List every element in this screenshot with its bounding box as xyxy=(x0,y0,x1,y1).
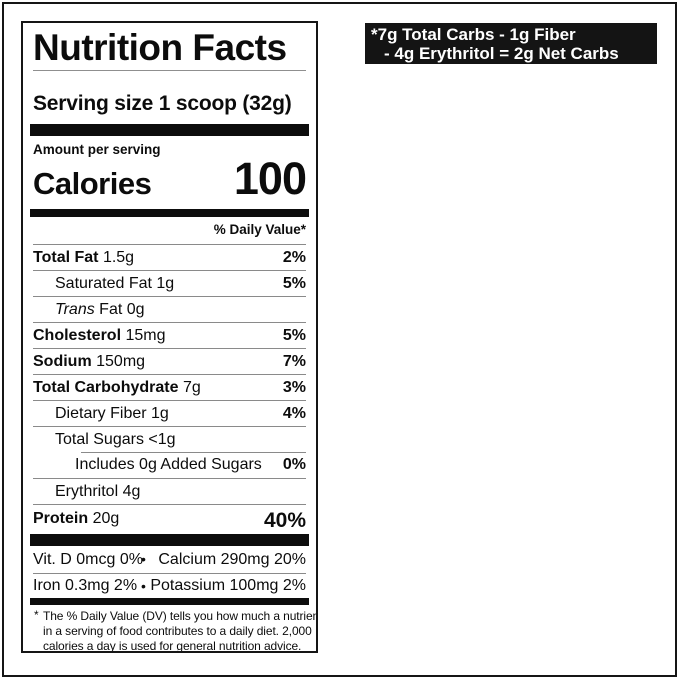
daily-value: 2% xyxy=(282,249,306,266)
thick-divider-bar xyxy=(30,598,309,605)
nutrient-amount: 1g xyxy=(151,405,169,422)
title-divider xyxy=(33,70,306,71)
calories-value: 100 xyxy=(233,153,307,204)
daily-value: 7% xyxy=(282,353,306,370)
row-total-fat: Total Fat 1.5g 2% xyxy=(33,244,306,270)
net-carbs-line-2: - 4g Erythritol = 2g Net Carbs xyxy=(384,44,619,63)
nutrient-amount: <1g xyxy=(148,431,176,448)
row-added-sugars: Includes 0g Added Sugars 0% xyxy=(33,452,306,478)
amount-per-serving-label: Amount per serving xyxy=(33,142,161,157)
nutrient: Sodium 150mg xyxy=(33,349,145,374)
row-protein: Protein 20g 40% xyxy=(33,504,306,534)
row-total-carbohydrate: Total Carbohydrate 7g 3% xyxy=(33,374,306,400)
nutrient: Total Sugars <1g xyxy=(33,427,176,452)
daily-value: 0% xyxy=(282,456,306,473)
daily-value: 5% xyxy=(282,275,306,292)
net-carbs-line-1: *7g Total Carbs - 1g Fiber xyxy=(371,25,576,44)
row-saturated-fat: Saturated Fat 1g 5% xyxy=(33,270,306,296)
thick-divider-bar xyxy=(30,534,309,546)
nutrient: Total Carbohydrate 7g xyxy=(33,375,201,400)
nutrient-name: Fat xyxy=(99,301,123,318)
nutrient-name: Sodium xyxy=(33,353,92,370)
row-sodium: Sodium 150mg 7% xyxy=(33,348,306,374)
nutrient: Dietary Fiber 1g xyxy=(33,401,169,426)
nutrient-name: Protein xyxy=(33,510,89,527)
thick-divider-bar xyxy=(30,124,309,136)
nutrient: Saturated Fat 1g xyxy=(33,271,174,296)
micro-left: Iron 0.3mg 2% xyxy=(33,577,138,594)
micronutrient-row-1: Vit. D 0mcg 0% • Calcium 290mg 20% xyxy=(33,546,306,573)
nutrient-amount: 1g xyxy=(156,275,175,292)
row-erythritol: Erythritol 4g xyxy=(33,478,306,504)
serving-size: Serving size 1 scoop (32g) xyxy=(33,92,292,115)
nutrient-amount: 20g xyxy=(92,510,120,527)
bullet-separator: • xyxy=(141,578,146,594)
footnote-line: calories a day is used for general nutri… xyxy=(43,639,302,653)
label-title: Nutrition Facts xyxy=(33,27,287,68)
row-dietary-fiber: Dietary Fiber 1g 4% xyxy=(33,400,306,426)
daily-value-footnote: * The % Daily Value (DV) tells you how m… xyxy=(33,608,318,653)
nutrient-amount: 150mg xyxy=(96,353,146,370)
micro-right: Potassium 100mg 2% xyxy=(150,577,306,594)
daily-value: 4% xyxy=(282,405,306,422)
nutrient: Trans Fat 0g xyxy=(33,297,145,322)
nutrient-name: Erythritol xyxy=(55,483,119,500)
nutrient: Cholesterol 15mg xyxy=(33,323,166,348)
nutrient-name: Cholesterol xyxy=(33,327,122,344)
calories-row: Calories 100 xyxy=(33,153,307,204)
nutrient-amount: 7g xyxy=(182,379,201,396)
row-total-sugars: Total Sugars <1g xyxy=(33,426,306,452)
nutrient-name: Dietary Fiber xyxy=(55,405,147,422)
nutrition-facts-panel: Nutrition Facts Serving size 1 scoop (32… xyxy=(21,21,318,653)
footnote-line: The % Daily Value (DV) tells you how muc… xyxy=(43,609,318,623)
nutrient: Includes 0g Added Sugars xyxy=(33,452,262,478)
nutrient: Protein 20g xyxy=(33,505,119,534)
nutrient-name-italic: Trans xyxy=(55,301,95,318)
footnote-line: in a serving of food contributes to a da… xyxy=(43,624,312,638)
micro-left: Vit. D 0mcg 0% xyxy=(33,551,143,568)
daily-value: 5% xyxy=(282,327,306,344)
nutrient-amount: 15mg xyxy=(125,327,166,344)
nutrient-name: Total Sugars xyxy=(55,431,144,448)
nutrient-amount: 0g xyxy=(126,301,145,318)
thick-divider-bar xyxy=(30,209,309,217)
nutrient-amount: 4g xyxy=(122,483,141,500)
net-carbs-badge: *7g Total Carbs - 1g Fiber - 4g Erythrit… xyxy=(365,23,657,64)
nutrient: Total Fat 1.5g xyxy=(33,245,134,270)
nutrient: Erythritol 4g xyxy=(33,479,140,504)
nutrient-name: Saturated Fat xyxy=(55,275,152,292)
bullet-separator: • xyxy=(141,551,146,567)
footnote-asterisk: * xyxy=(34,608,39,622)
daily-value: 40% xyxy=(263,509,306,532)
daily-value-header: % Daily Value* xyxy=(213,222,306,237)
row-trans-fat: Trans Fat 0g xyxy=(33,296,306,322)
daily-value: 3% xyxy=(282,379,306,396)
calories-label: Calories xyxy=(33,166,152,201)
nutrient-amount: 1.5g xyxy=(102,249,135,266)
micronutrient-row-2: Iron 0.3mg 2% • Potassium 100mg 2% xyxy=(33,573,306,598)
micro-right: Calcium 290mg 20% xyxy=(158,551,306,568)
nutrient-name: Includes 0g Added Sugars xyxy=(75,456,262,473)
nutrient-name: Total Carbohydrate xyxy=(33,379,179,396)
row-cholesterol: Cholesterol 15mg 5% xyxy=(33,322,306,348)
nutrient-name: Total Fat xyxy=(33,249,99,266)
